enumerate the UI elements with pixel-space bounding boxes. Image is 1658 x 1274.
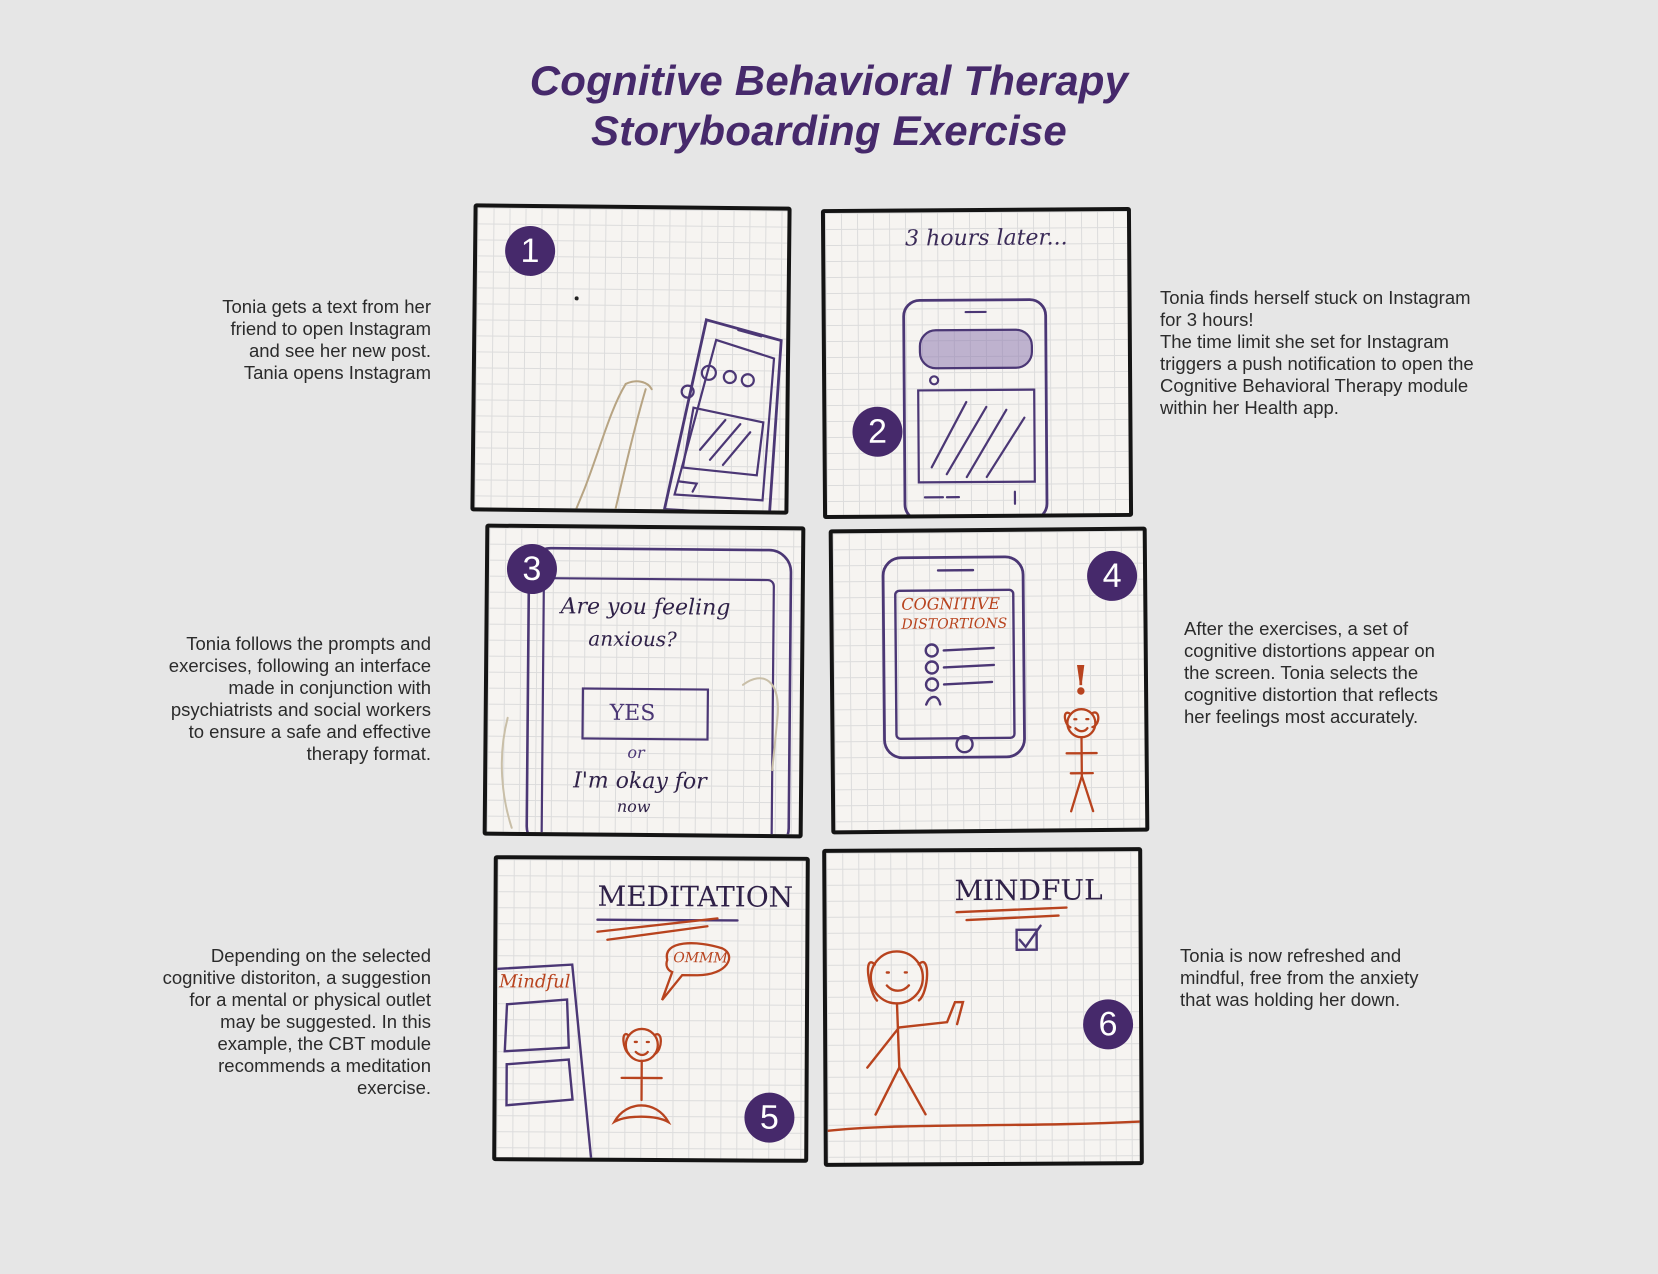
panel-number-badge: 5 (744, 1092, 795, 1143)
panel-number-badge: 3 (506, 543, 558, 595)
sketch-phone-prompt (500, 546, 793, 839)
sketch-ommm-bubble: OMMM (673, 950, 728, 967)
panel-number-badge: 1 (504, 225, 556, 277)
sketch-meditation (496, 917, 739, 1161)
sketch-okay-option: I'm okay for (573, 768, 707, 795)
caption-panel-3: Tonia follows the prompts and exercises,… (168, 633, 431, 764)
sketch-or: or (627, 742, 645, 763)
storyboard-panel-3: Are you feeling anxious? YES or I'm okay… (482, 523, 806, 839)
sketch-cognitive-label: COGNITIVE (901, 593, 1001, 614)
title-line-2: Storyboarding Exercise (591, 107, 1067, 154)
sketch-okay-option-2: now (616, 796, 651, 817)
sketch-phone-in-hand (573, 296, 783, 515)
sketch-exclamation: ! (1071, 657, 1090, 705)
caption-panel-2: Tonia finds herself stuck on Instagram f… (1160, 287, 1474, 418)
caption-panel-6: Tonia is now refreshed and mindful, free… (1180, 945, 1419, 1010)
storyboard-panel-6: MINDFUL 6 (822, 847, 1144, 1167)
storyboard-panel-2: 3 hours later... 2 (820, 206, 1134, 520)
sketch-caption-3-hours-later: 3 hours later... (905, 225, 1068, 252)
sketch-distortion-list (881, 555, 1100, 813)
sketch-prompt-question: Are you feeling (560, 594, 731, 621)
panel-number-badge: 4 (1086, 550, 1138, 602)
storyboard-panel-5: MEDITATION OMMM Mindful 5 (492, 855, 810, 1163)
sketch-mindful-card: Mindful (499, 971, 571, 993)
sketch-mindful-figure (826, 906, 1144, 1133)
sketch-phone-screen (902, 298, 1049, 520)
title-line-1: Cognitive Behavioral Therapy (529, 57, 1129, 104)
sketch-meditation-heading: MEDITATION (597, 879, 794, 914)
storyboard-panel-4: COGNITIVE DISTORTIONS ! 4 (828, 526, 1150, 835)
sketch-yes-button: YES (609, 700, 656, 727)
caption-panel-1: Tonia gets a text from her friend to ope… (222, 296, 431, 383)
storyboard-panel-1: 1 (470, 203, 792, 515)
sketch-distortions-label: DISTORTIONS (901, 615, 1008, 633)
panel-number-badge: 6 (1082, 999, 1134, 1050)
page-title: Cognitive Behavioral Therapy Storyboardi… (0, 56, 1658, 156)
panel-number-badge: 2 (852, 406, 903, 457)
sketch-prompt-question-2: anxious? (588, 626, 677, 652)
caption-panel-5: Depending on the selected cognitive dist… (162, 945, 431, 1098)
caption-panel-4: After the exercises, a set of cognitive … (1184, 618, 1438, 727)
sketch-mindful-heading: MINDFUL (954, 873, 1103, 908)
